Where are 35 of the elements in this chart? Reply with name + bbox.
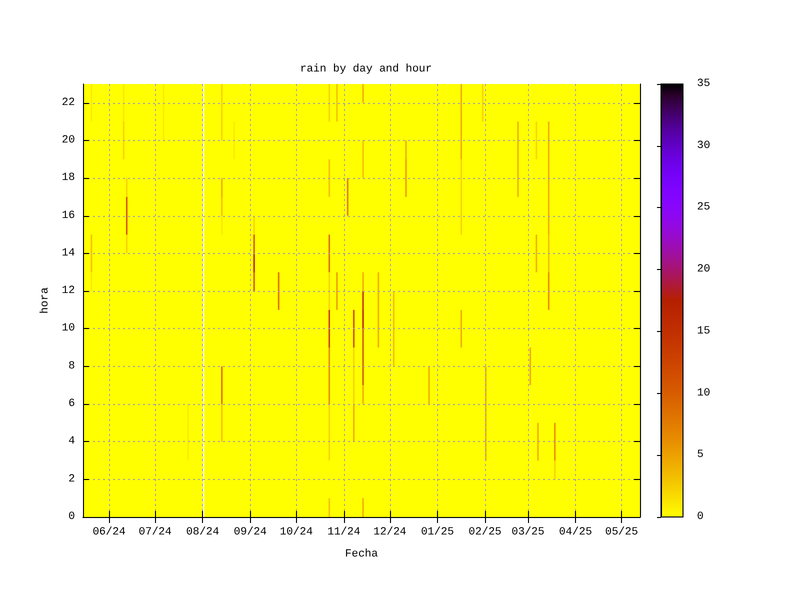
y-tick-label: 4 [68,436,76,448]
x-axis-title: Fecha [344,548,378,560]
color-bar-label: 0 [697,511,704,523]
y-tick-label: 16 [62,210,75,222]
color-bar-label: 30 [697,140,710,152]
y-tick-label: 10 [62,322,75,335]
y-tick-label: 22 [62,96,75,109]
y-tick-label: 14 [62,247,76,260]
y-tick-label: 2 [68,473,75,486]
color-bar-label: 15 [697,325,710,338]
x-tick-label: 06/24 [92,526,126,538]
x-tick-label: 12/24 [373,526,407,538]
x-tick-label: 02/25 [468,526,502,538]
y-tick-label: 20 [62,134,75,146]
color-bar-label: 25 [697,202,710,214]
x-tick-label: 03/25 [511,526,544,538]
y-tick-label: 18 [62,172,75,184]
y-tick-label: 0 [68,511,75,523]
color-bar-label: 10 [697,387,710,400]
x-tick-label: 09/24 [234,526,268,538]
x-tick-label: 11/24 [327,526,361,538]
y-axis-title: hora [39,286,52,314]
x-tick-label: 08/24 [186,526,220,538]
chart-title: rain by day and hour [300,64,432,76]
color-bar-label: 5 [697,449,704,462]
x-tick-label: 01/25 [420,526,454,538]
y-tick-label: 6 [68,398,75,410]
color-bar-label: 35 [697,78,710,90]
y-tick-label: 8 [68,360,75,372]
x-tick-label: 10/24 [280,526,314,538]
color-bar-label: 20 [697,264,710,276]
x-tick-label: 04/25 [559,526,592,538]
x-tick-label: 05/25 [605,526,638,538]
x-tick-label: 07/24 [138,526,172,538]
y-tick-label: 12 [62,285,75,298]
